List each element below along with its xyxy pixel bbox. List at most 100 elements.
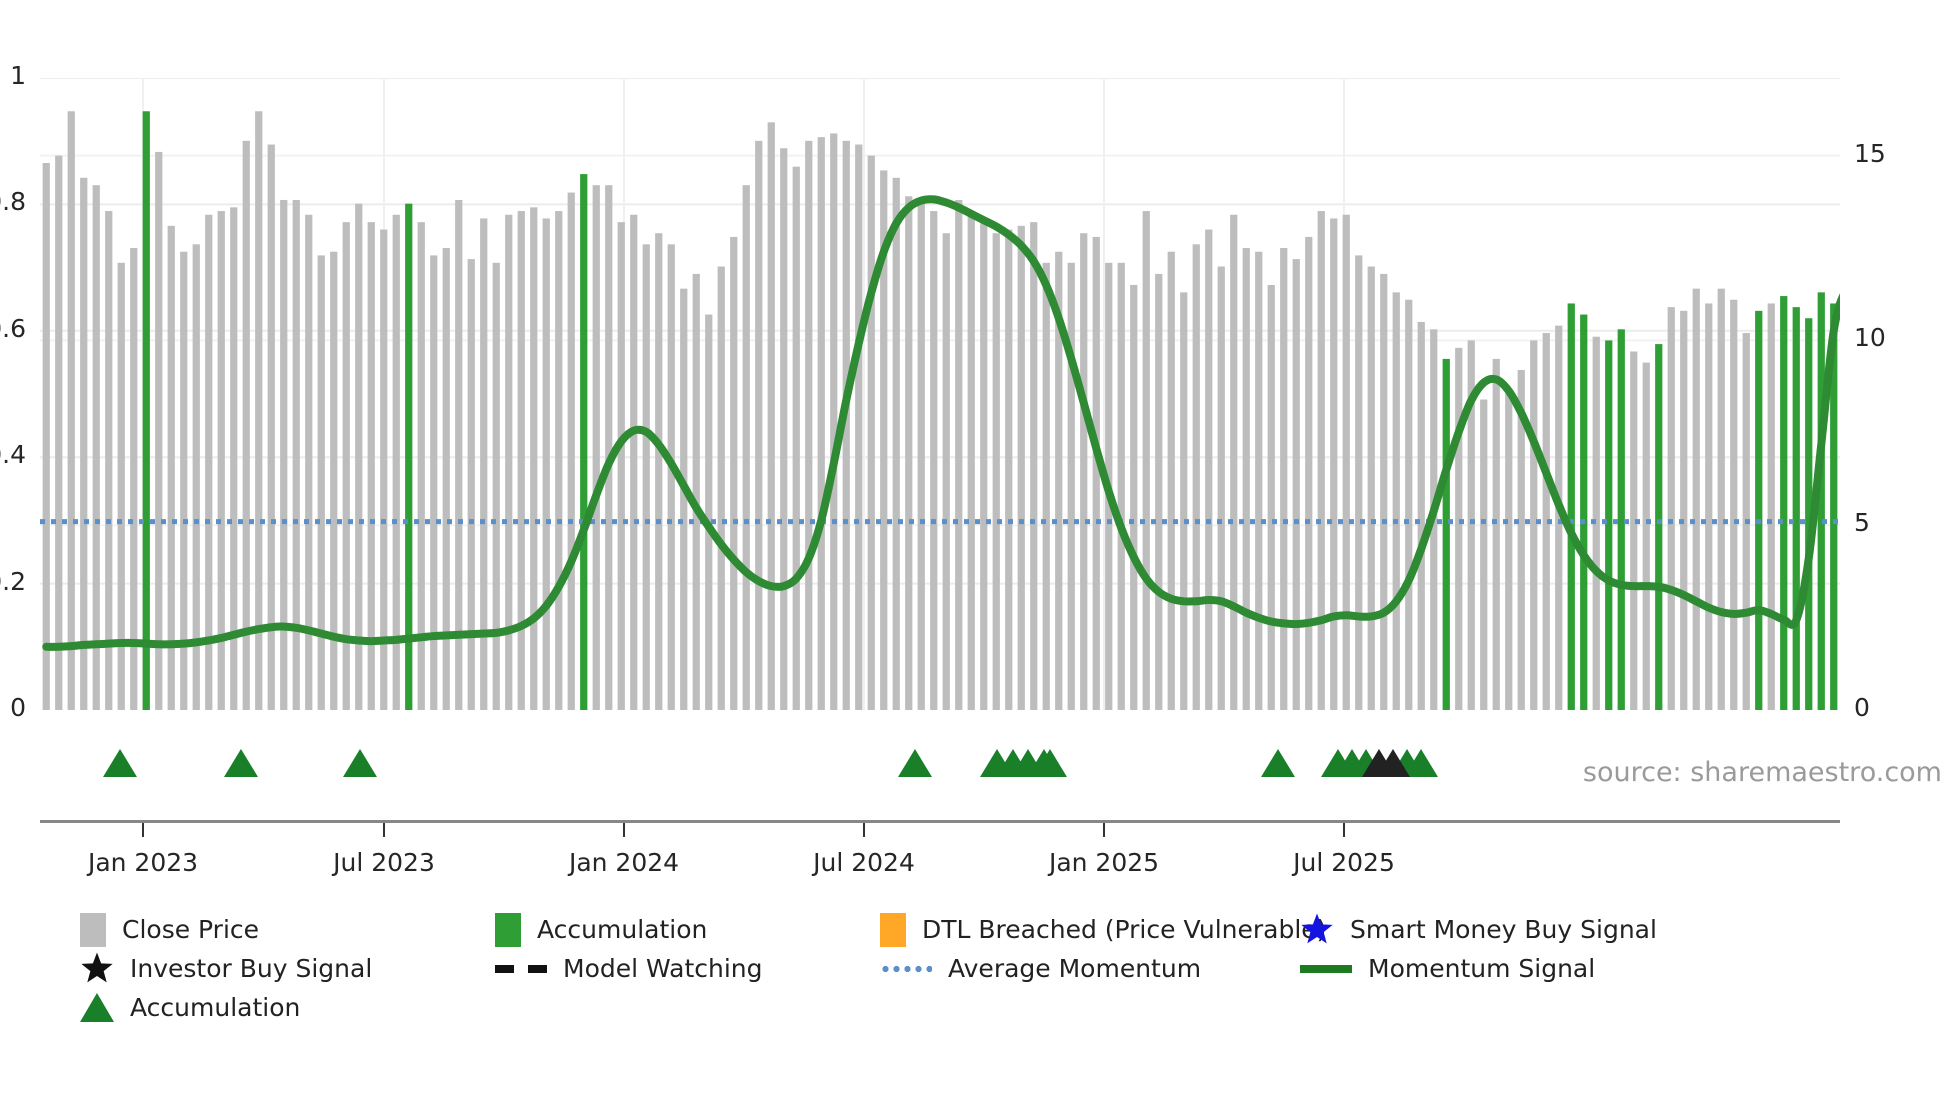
close-price-bar xyxy=(55,155,63,710)
close-price-bar xyxy=(517,211,525,710)
close-price-bar xyxy=(1642,362,1650,710)
y-axis-right-tick: 10 xyxy=(1854,323,1886,353)
accumulation-bar xyxy=(1755,310,1763,710)
close-price-bar xyxy=(755,140,763,710)
x-axis-tick-label: Jul 2023 xyxy=(333,848,435,877)
close-price-bar xyxy=(1542,333,1550,710)
legend-row-1: Close Price Accumulation DTL Breached (Pri… xyxy=(80,910,1940,949)
legend-item[interactable]: Accumulation xyxy=(495,910,880,949)
close-price-bar xyxy=(1317,211,1325,710)
close-price-bar xyxy=(1005,229,1013,710)
close-price-bar xyxy=(1242,248,1250,710)
close-price-bar xyxy=(1042,262,1050,710)
dotted-line-icon xyxy=(880,964,932,973)
close-price-bar xyxy=(817,137,825,710)
y-axis-left-tick: 0.4 xyxy=(0,440,26,470)
x-axis-tick-mark xyxy=(623,823,625,837)
accumulation-bar xyxy=(1580,314,1588,710)
close-price-bar xyxy=(792,166,800,710)
legend-square-swatch-icon xyxy=(80,912,106,947)
close-price-bar xyxy=(1467,340,1475,710)
y-axis-left-tick: 0 xyxy=(10,693,26,722)
close-price-bar xyxy=(1330,218,1338,710)
investor-buy-signal-marker xyxy=(1376,749,1410,777)
close-price-bar xyxy=(367,222,375,710)
x-axis-tick-mark xyxy=(142,823,144,837)
close-price-bar xyxy=(1180,292,1188,710)
close-price-bar xyxy=(342,222,350,710)
close-price-bar xyxy=(717,266,725,710)
x-axis-tick-mark xyxy=(1103,823,1105,837)
marker-band xyxy=(103,749,1438,777)
close-price-bar xyxy=(1417,321,1425,710)
legend-item[interactable]: DTL Breached (Price Vulnerable) xyxy=(880,910,1326,949)
close-price-bar xyxy=(167,225,175,710)
close-price-bar xyxy=(967,211,975,710)
close-price-bar xyxy=(805,140,813,710)
close-price-bar xyxy=(1492,358,1500,710)
close-price-bar xyxy=(930,211,938,710)
close-price-bar xyxy=(455,199,463,710)
x-axis-tick-label: Jul 2024 xyxy=(813,848,915,877)
legend-item[interactable]: Close Price xyxy=(80,910,495,949)
close-price-bar xyxy=(1505,388,1513,710)
close-price-bar xyxy=(980,222,988,710)
close-price-bar xyxy=(1130,284,1138,710)
close-price-bar xyxy=(617,222,625,710)
legend-item-label: Average Momentum xyxy=(948,954,1202,983)
close-price-bar xyxy=(355,203,363,710)
accumulation-bar xyxy=(405,203,413,710)
close-price-bar xyxy=(892,177,900,710)
close-price-bar xyxy=(42,163,50,710)
close-price-bar xyxy=(292,199,300,710)
close-price-bar xyxy=(767,122,775,710)
y-axis-left-tick: 1 xyxy=(10,61,26,90)
close-price-bar xyxy=(1392,292,1400,710)
legend-item[interactable]: Momentum Signal xyxy=(1300,949,1640,988)
close-price-bar xyxy=(267,144,275,710)
close-price-bar xyxy=(1592,336,1600,710)
close-price-bar xyxy=(155,151,163,710)
close-price-bar xyxy=(867,155,875,710)
legend-item[interactable]: Accumulation xyxy=(80,988,495,1027)
close-price-bar xyxy=(1767,303,1775,710)
close-price-bar xyxy=(1017,225,1025,710)
close-price-bar xyxy=(105,211,113,710)
close-price-bar xyxy=(692,273,700,710)
legend-item[interactable]: Model Watching xyxy=(495,949,880,988)
close-price-bar xyxy=(1692,288,1700,710)
accumulation-bar xyxy=(1617,329,1625,710)
close-price-bar xyxy=(1267,284,1275,710)
chart-canvas xyxy=(40,78,1840,710)
close-price-bar xyxy=(1155,273,1163,710)
accumulation-triangle-marker xyxy=(1261,749,1295,777)
close-price-bar xyxy=(1367,266,1375,710)
legend-item[interactable]: Average Momentum xyxy=(880,949,1300,988)
solid-line-icon xyxy=(1300,964,1352,973)
star-icon xyxy=(1301,913,1333,943)
watermark: source: sharemaestro.com xyxy=(1582,757,1942,788)
x-axis-tick-mark xyxy=(863,823,865,837)
x-axis-tick-label: Jul 2025 xyxy=(1293,848,1395,877)
close-price-bar xyxy=(180,251,188,710)
close-price-bar xyxy=(1730,299,1738,710)
close-price-bar xyxy=(1405,299,1413,710)
accumulation-bar xyxy=(1655,344,1663,710)
accumulation-bar xyxy=(1805,318,1813,710)
accumulation-bar xyxy=(1792,307,1800,710)
accumulation-triangle-marker xyxy=(103,749,137,777)
close-price-bar xyxy=(1255,251,1263,710)
close-price-bar xyxy=(1342,214,1350,710)
close-price-bar xyxy=(1217,266,1225,710)
close-price-bar xyxy=(1630,351,1638,710)
close-price-bar xyxy=(592,185,600,710)
close-price-bar xyxy=(392,214,400,710)
accumulation-bar xyxy=(142,111,150,710)
close-price-bar xyxy=(605,185,613,710)
legend-item-label: Model Watching xyxy=(563,954,763,983)
legend-item[interactable]: Investor Buy Signal xyxy=(80,949,495,988)
legend-item[interactable]: Smart Money Buy Signal xyxy=(1300,910,1657,949)
y-axis-left-tick: 0.2 xyxy=(0,566,26,596)
close-price-bar xyxy=(1305,236,1313,710)
close-price-bar xyxy=(505,214,513,710)
